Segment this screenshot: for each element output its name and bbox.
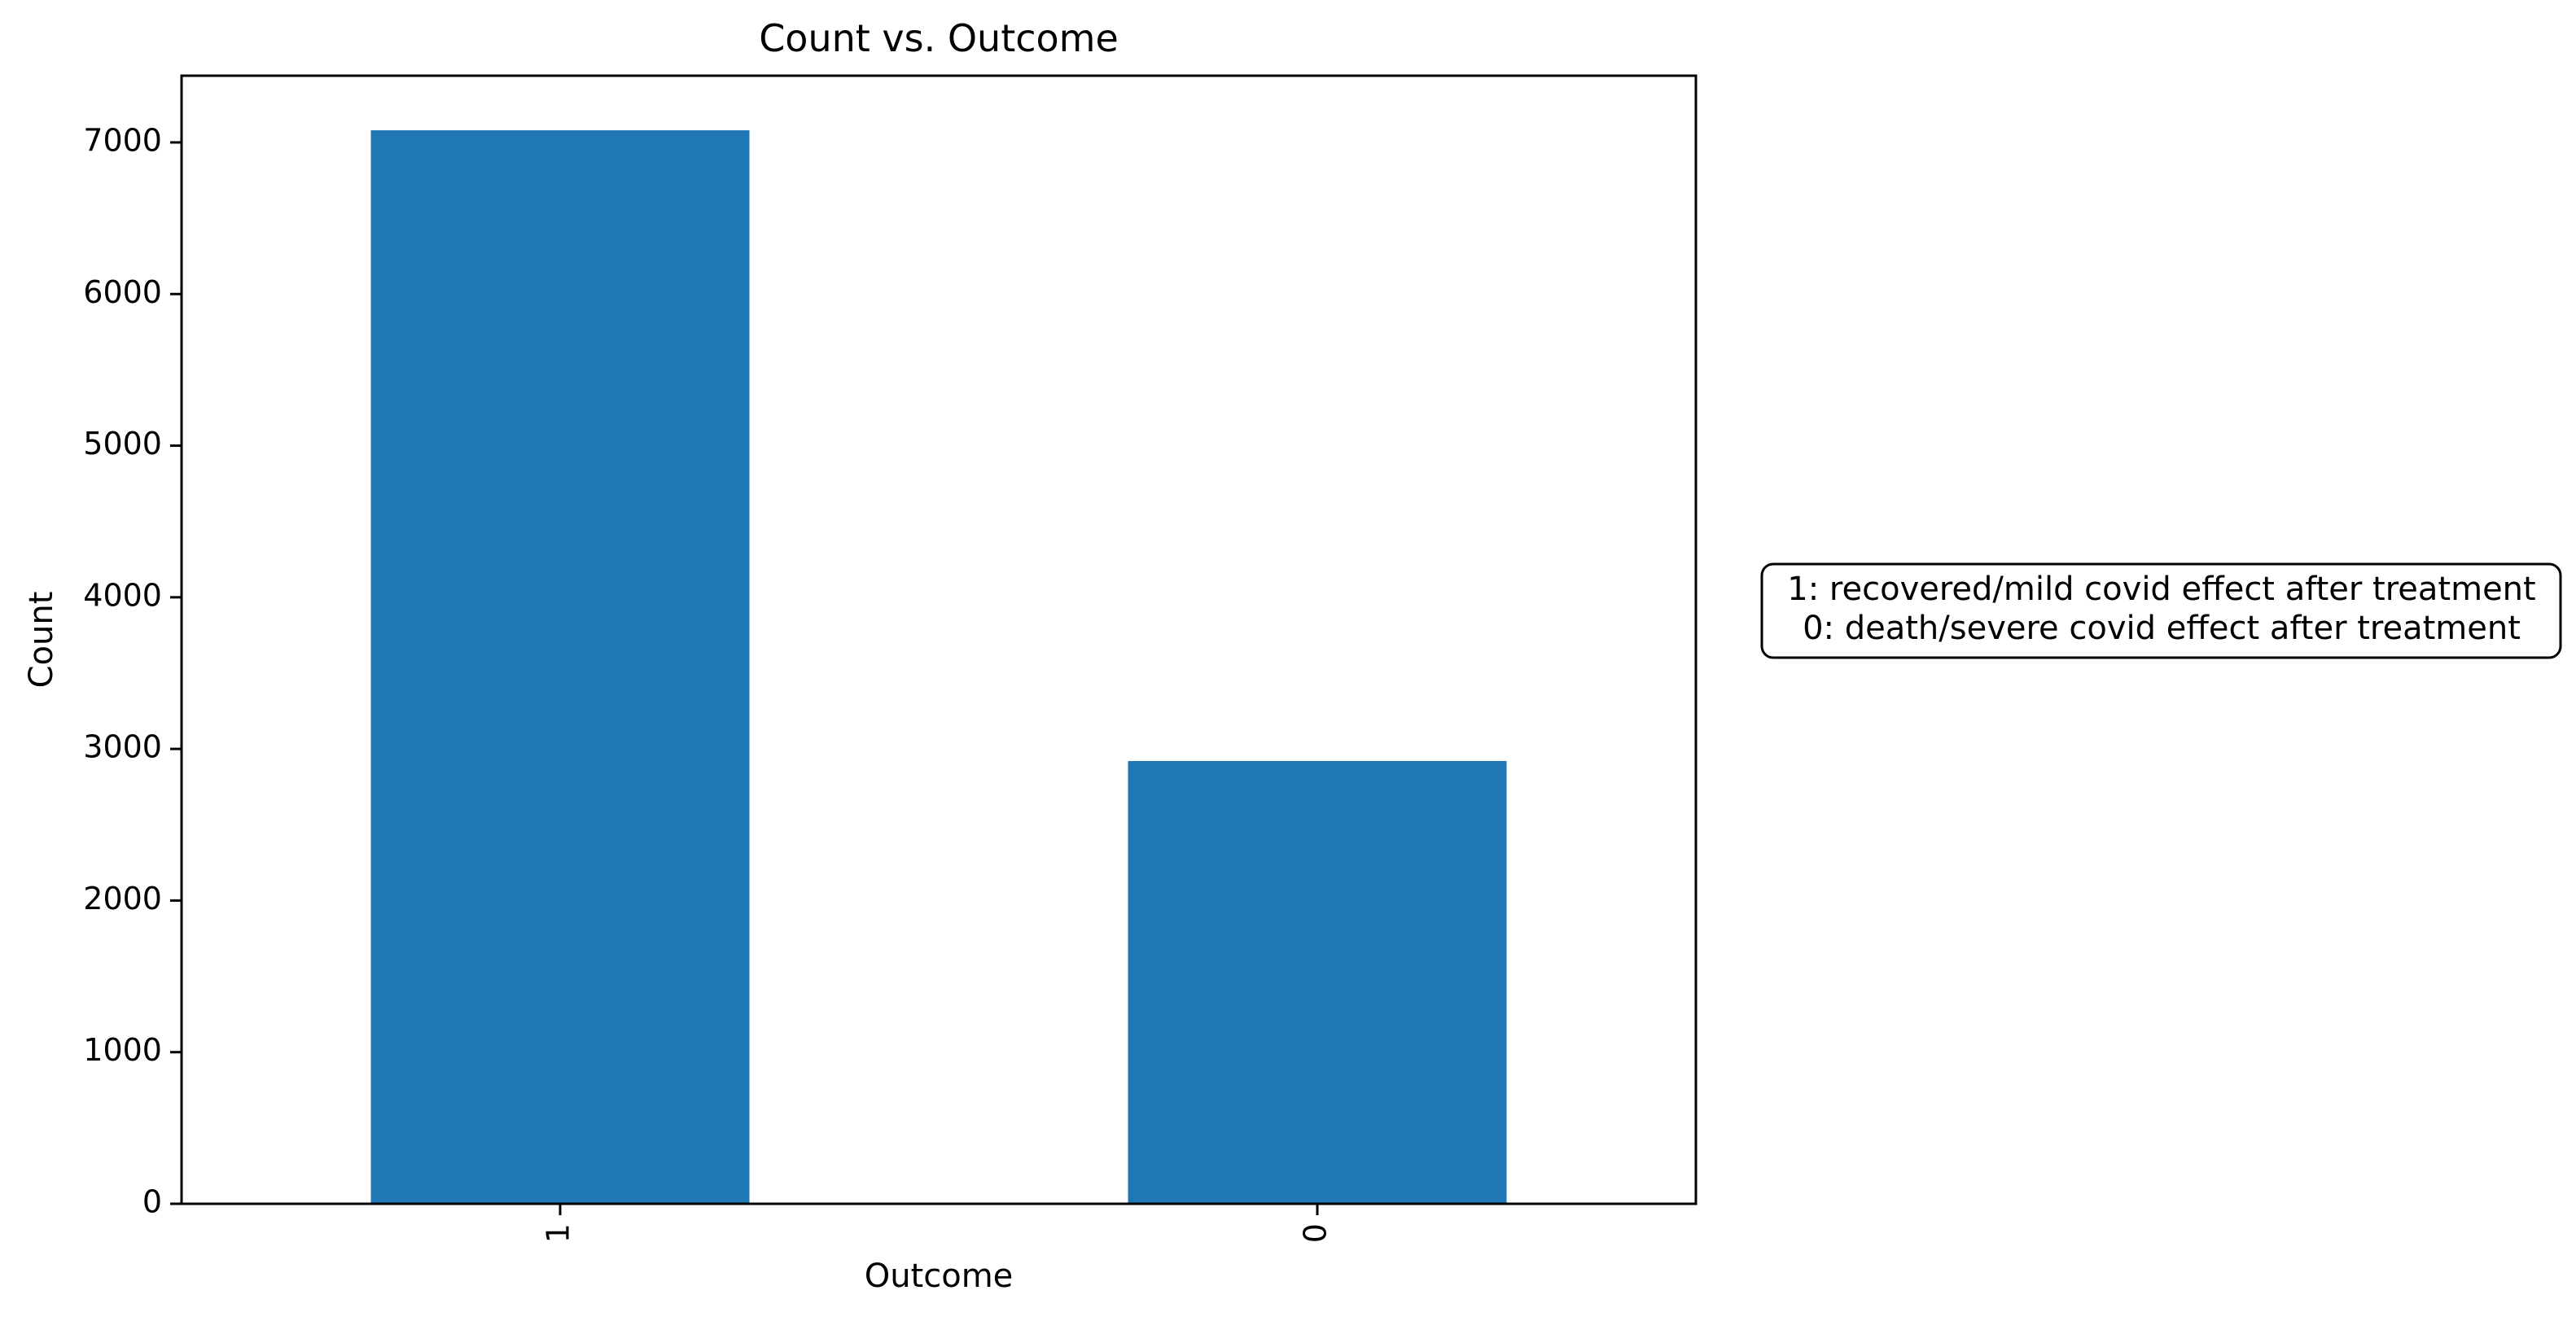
bar-1 [370, 130, 750, 1205]
annotation-box: 1: recovered/mild covid effect after tre… [1760, 562, 2562, 659]
y-axis-label: Count [23, 592, 60, 689]
y-tick-label: 4000 [83, 577, 162, 613]
chart-title: Count vs. Outcome [759, 16, 1119, 60]
y-tick-label: 3000 [83, 729, 162, 765]
bars-group [370, 130, 1507, 1205]
annotation-line-2: 0: death/severe covid effect after treat… [1803, 610, 2521, 647]
x-tick-label: 1 [541, 1223, 576, 1243]
y-tick-label: 1000 [83, 1032, 162, 1068]
y-tick-label: 5000 [83, 426, 162, 461]
y-tick-label: 7000 [83, 122, 162, 158]
bar-0 [1128, 761, 1507, 1204]
y-tick-label: 2000 [83, 881, 162, 916]
y-axis: 0 1000 2000 3000 4000 5000 6000 7000 [83, 122, 182, 1220]
y-tick-label: 0 [142, 1184, 162, 1220]
x-tick-label: 0 [1298, 1223, 1334, 1243]
plot-frame [180, 74, 1698, 1205]
annotation-frame [1760, 562, 2562, 659]
annotation-line-1: 1: recovered/mild covid effect after tre… [1787, 571, 2535, 608]
x-axis-label: Outcome [865, 1258, 1014, 1295]
y-tick-label: 6000 [83, 274, 162, 310]
